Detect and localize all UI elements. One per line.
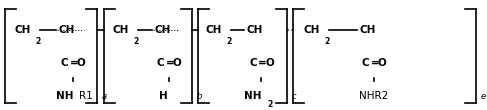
Text: =: = — [371, 58, 379, 68]
Text: C: C — [249, 58, 257, 68]
Text: =: = — [70, 58, 78, 68]
Text: 2: 2 — [133, 37, 138, 46]
Text: R1: R1 — [79, 91, 93, 101]
Text: C: C — [157, 58, 165, 68]
Text: 2: 2 — [324, 37, 329, 46]
Text: 2: 2 — [226, 37, 231, 46]
Text: 2: 2 — [267, 100, 273, 109]
Text: O: O — [77, 58, 86, 68]
Text: e: e — [481, 92, 486, 101]
Text: CH: CH — [206, 26, 222, 36]
Text: 2: 2 — [35, 37, 40, 46]
Text: O: O — [173, 58, 182, 68]
Text: CH: CH — [247, 26, 263, 36]
Text: NH: NH — [56, 91, 74, 101]
Text: O: O — [265, 58, 274, 68]
Text: CH: CH — [303, 26, 320, 36]
Text: NH: NH — [244, 91, 262, 101]
Text: C: C — [61, 58, 68, 68]
Text: CH: CH — [15, 26, 31, 36]
Text: =: = — [166, 58, 174, 68]
Text: CH: CH — [359, 26, 376, 36]
Text: CH: CH — [112, 26, 129, 36]
Text: =: = — [258, 58, 266, 68]
Text: c: c — [291, 92, 296, 101]
Text: CH: CH — [58, 26, 75, 36]
Text: a: a — [102, 92, 107, 101]
Text: CH: CH — [154, 26, 171, 36]
Text: NHR2: NHR2 — [359, 91, 389, 101]
Text: H: H — [159, 91, 168, 101]
Text: b: b — [197, 92, 202, 101]
Text: O: O — [378, 58, 387, 68]
Text: C: C — [362, 58, 370, 68]
